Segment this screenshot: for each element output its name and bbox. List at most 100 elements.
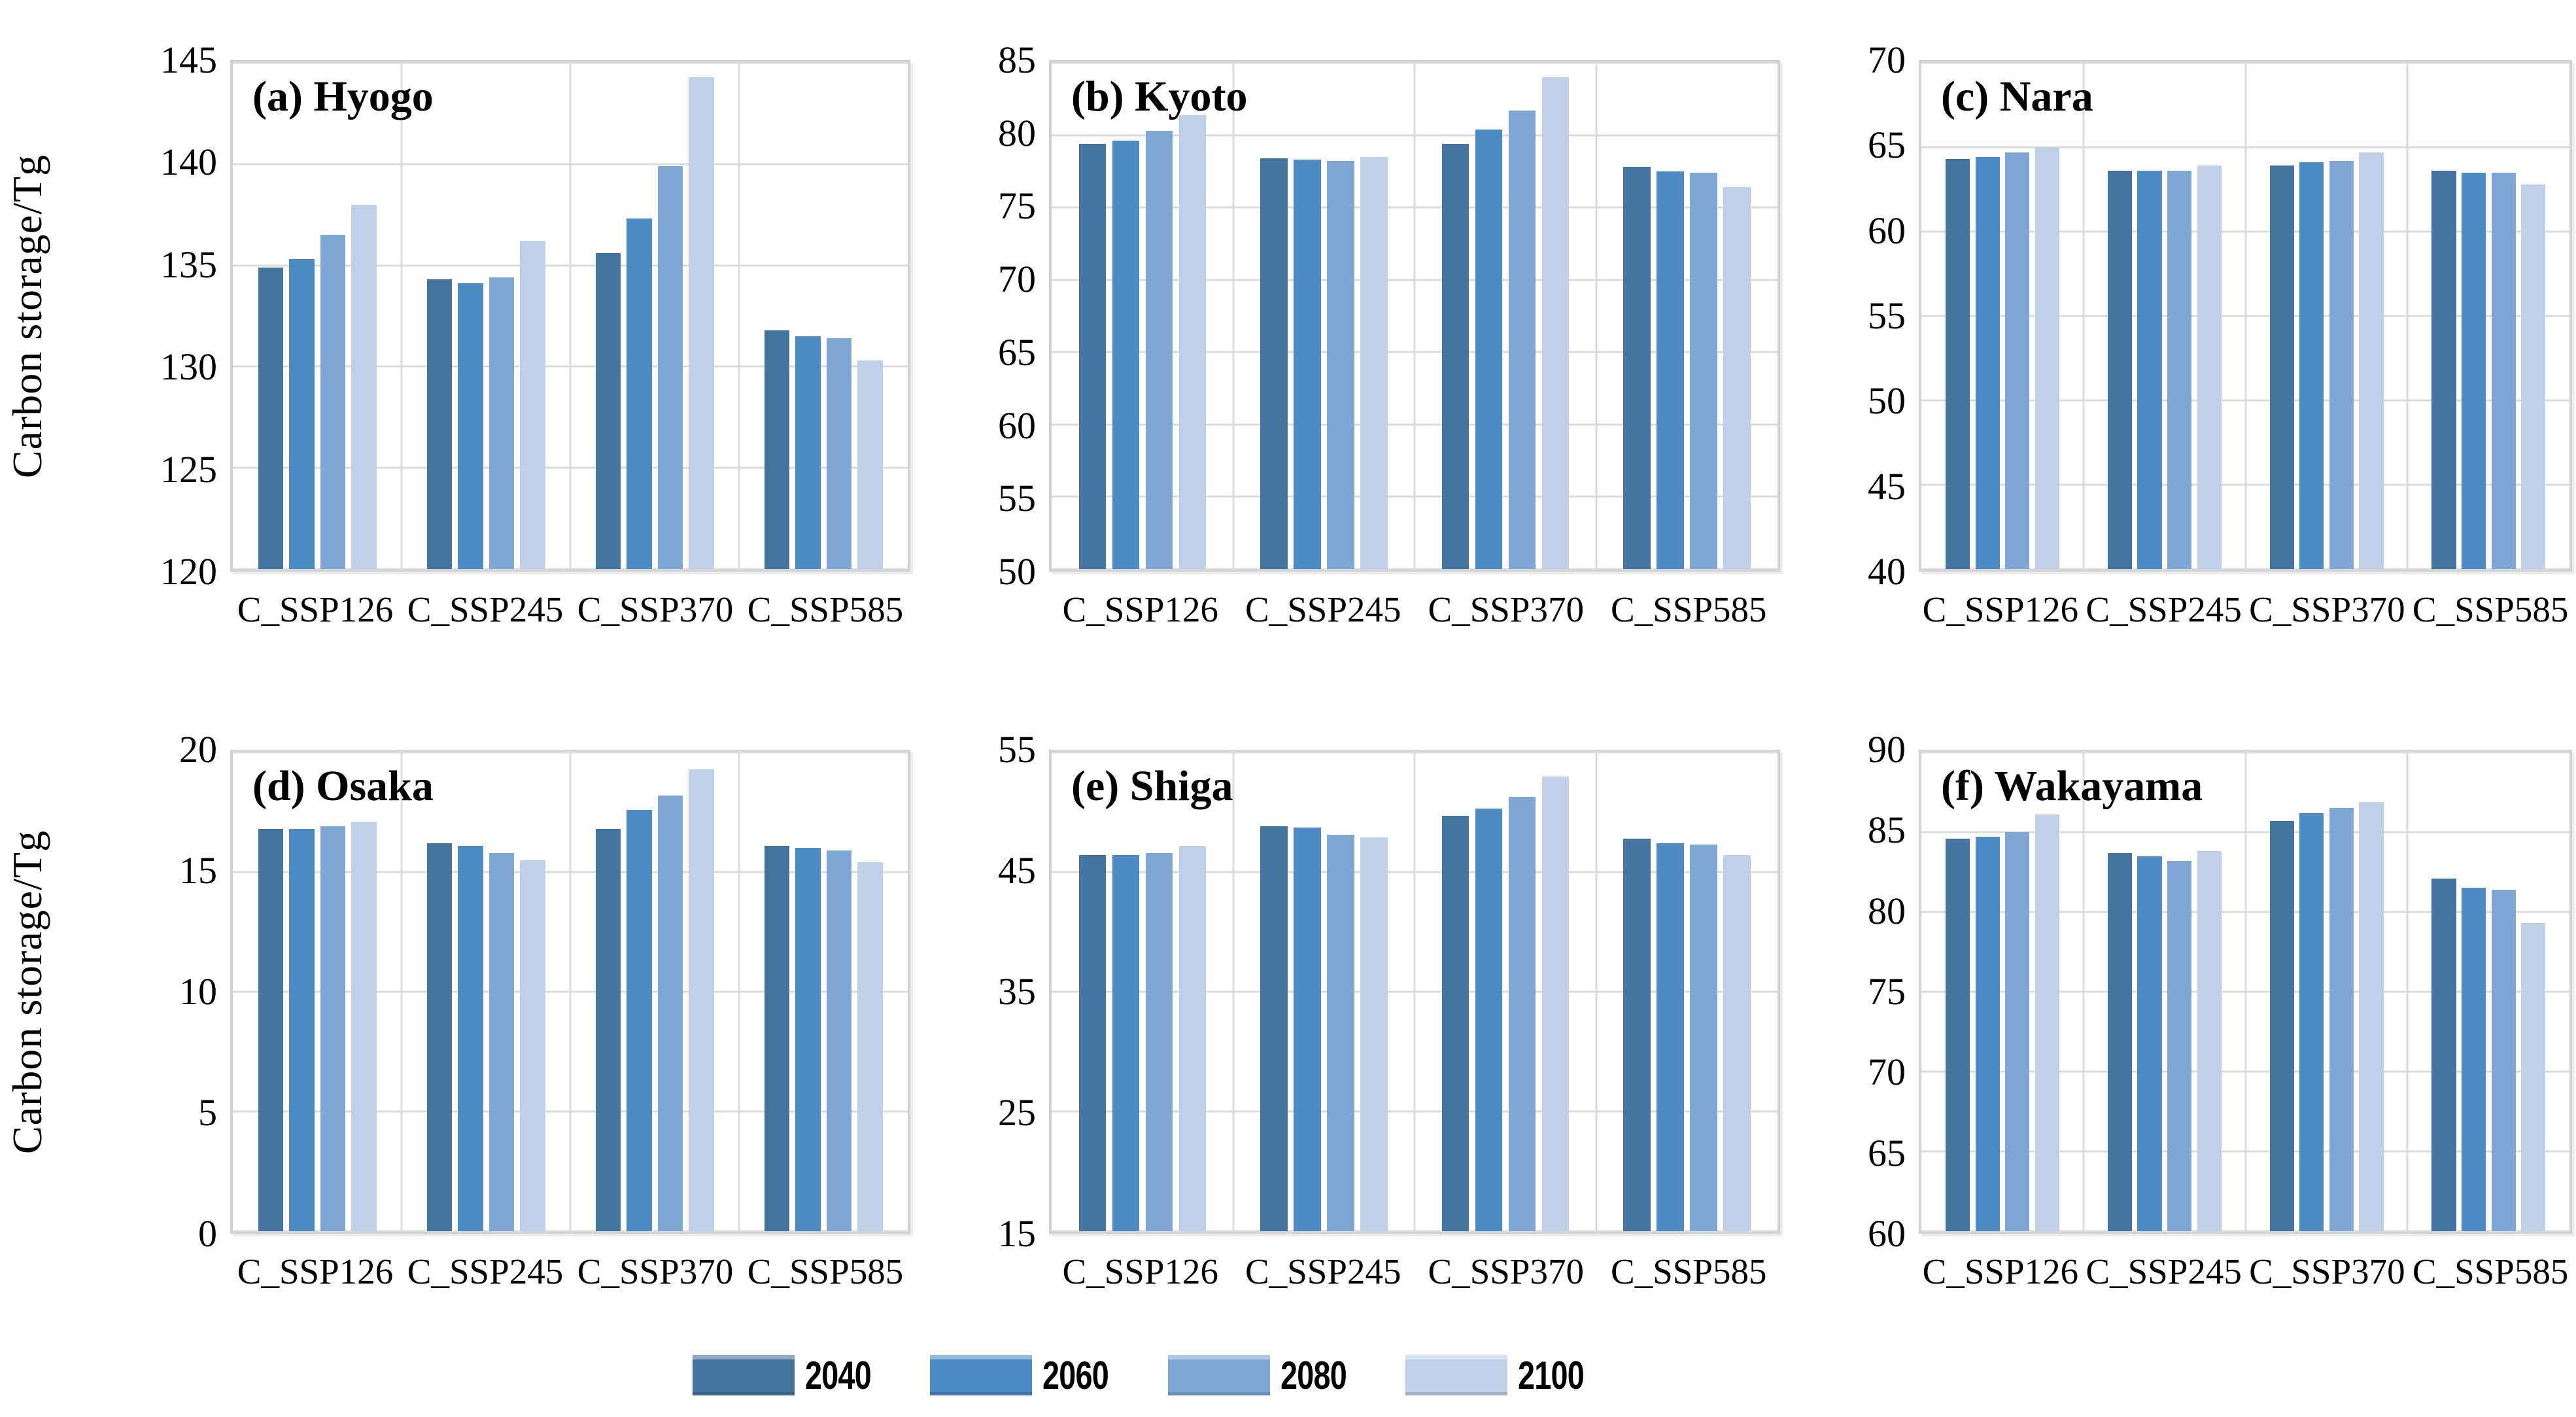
y-tick-label: 75 — [998, 184, 1036, 228]
bar-2060-C_SSP370 — [1475, 129, 1503, 569]
x-category-label: C_SSP585 — [747, 589, 904, 629]
bar-2100-C_SSP245 — [1360, 156, 1388, 569]
y-tick-label: 80 — [1868, 889, 1906, 932]
bar-2060-C_SSP126 — [289, 259, 315, 569]
plot-column: (f) Wakayama C_SSP126 C_SSP245 C_SSP370 C_SS… — [1919, 652, 2576, 1314]
panel-title: (d) Osaka — [252, 762, 434, 810]
x-category-label: C_SSP245 — [407, 589, 564, 629]
bar-2060-C_SSP370 — [627, 219, 652, 569]
panel-a: Carbon storage/Tg 145 140 135 130 125 120 (a) H… — [0, 0, 914, 652]
plot-column: (e) Shiga C_SSP126 C_SSP245 C_SSP370 C_SSP58… — [1049, 652, 1784, 1314]
bar-2060-C_SSP370 — [2299, 162, 2324, 569]
bar-2040-C_SSP370 — [2269, 166, 2294, 569]
y-tick-area: 20 15 10 5 0 — [0, 731, 230, 1253]
bar-2040-C_SSP370 — [1441, 816, 1469, 1231]
y-axis-gutter: 90 85 80 75 70 65 60 — [1784, 652, 1919, 1314]
y-tick-label: 145 — [160, 39, 217, 81]
x-category-label: C_SSP245 — [407, 1251, 564, 1291]
bar-2100-C_SSP126 — [351, 204, 377, 569]
gridline-vertical — [1232, 752, 1234, 1231]
bar-2080-C_SSP585 — [826, 850, 852, 1231]
bar-2080-C_SSP126 — [320, 826, 346, 1231]
legend-label: 2080 — [1280, 1353, 1347, 1397]
gridline-vertical — [2082, 63, 2085, 569]
gridline-vertical — [2244, 752, 2246, 1231]
panel-title: (b) Kyoto — [1071, 73, 1248, 120]
x-axis-labels: C_SSP126 C_SSP245 C_SSP370 C_SSP585 — [230, 1234, 910, 1292]
bar-2060-C_SSP585 — [2461, 172, 2486, 569]
bar-2040-C_SSP585 — [2431, 878, 2456, 1231]
bar-2040-C_SSP126 — [1078, 855, 1107, 1231]
x-category-label: C_SSP370 — [1428, 1251, 1584, 1291]
y-tick-label: 20 — [179, 728, 217, 771]
bar-2080-C_SSP245 — [1327, 161, 1354, 569]
gridline-horizontal — [233, 1230, 908, 1233]
y-tick-label: 0 — [198, 1212, 217, 1255]
bar-2080-C_SSP585 — [2491, 172, 2516, 569]
x-category-label: C_SSP126 — [1062, 1251, 1218, 1291]
gridline-horizontal — [1921, 1230, 2569, 1233]
y-tick-label: 85 — [1868, 809, 1906, 852]
bar-2080-C_SSP126 — [2005, 832, 2030, 1231]
panel-title: (e) Shiga — [1071, 762, 1233, 810]
gridline-vertical — [1413, 63, 1416, 569]
x-category-label: C_SSP370 — [2249, 589, 2405, 629]
bar-2060-C_SSP370 — [1475, 809, 1503, 1231]
y-axis-gutter: 70 65 60 55 50 45 40 — [1784, 0, 1919, 652]
y-tick-label: 70 — [1868, 1051, 1906, 1094]
bar-2060-C_SSP126 — [1112, 855, 1140, 1231]
bar-2100-C_SSP126 — [351, 822, 377, 1231]
y-axis-gutter: 85 80 75 70 65 60 55 50 — [914, 0, 1049, 652]
bar-2100-C_SSP370 — [2359, 801, 2384, 1231]
bar-2100-C_SSP585 — [2521, 923, 2546, 1231]
bar-2080-C_SSP245 — [489, 277, 515, 569]
x-category-label: C_SSP126 — [237, 1251, 394, 1291]
y-tick-label: 15 — [179, 849, 217, 892]
bar-2100-C_SSP245 — [2197, 851, 2222, 1231]
y-tick-label: 75 — [1868, 970, 1906, 1013]
x-axis-labels: C_SSP126 C_SSP245 C_SSP370 C_SSP585 — [1919, 1234, 2572, 1292]
x-category-label: C_SSP370 — [2249, 1251, 2405, 1291]
gridline-vertical — [1595, 63, 1597, 569]
gridline-vertical — [2406, 752, 2409, 1231]
y-tick-area: 85 80 75 70 65 60 55 50 — [914, 41, 1049, 591]
bar-2080-C_SSP370 — [657, 795, 683, 1231]
y-tick-label: 15 — [998, 1212, 1036, 1255]
y-tick-label: 65 — [1868, 1131, 1906, 1174]
y-tick-label: 90 — [1868, 728, 1906, 771]
y-tick-label: 65 — [998, 330, 1036, 374]
bar-2100-C_SSP245 — [1360, 837, 1388, 1231]
x-axis-labels: C_SSP126 C_SSP245 C_SSP370 C_SSP585 — [230, 572, 910, 630]
y-tick-label: 60 — [1868, 209, 1906, 252]
y-tick-label: 40 — [1868, 550, 1906, 593]
y-tick-label: 55 — [1868, 294, 1906, 337]
bar-2080-C_SSP126 — [1145, 130, 1173, 569]
plot-area: (f) Wakayama — [1919, 750, 2572, 1234]
bar-2100-C_SSP370 — [1541, 776, 1570, 1231]
bar-2040-C_SSP245 — [426, 843, 453, 1231]
x-category-label: C_SSP585 — [1611, 589, 1767, 629]
legend-swatch-2040 — [692, 1355, 795, 1395]
bar-2080-C_SSP126 — [320, 235, 346, 569]
bar-2060-C_SSP585 — [2461, 888, 2486, 1231]
x-category-label: C_SSP126 — [1922, 589, 2079, 629]
bar-2040-C_SSP126 — [1078, 143, 1107, 569]
bar-2080-C_SSP585 — [1690, 173, 1717, 569]
bar-2080-C_SSP370 — [2329, 808, 2354, 1231]
bar-2060-C_SSP126 — [1975, 837, 2000, 1231]
legend-label: 2060 — [1042, 1353, 1109, 1397]
plot-column: (a) Hyogo C_SSP126 C_SSP245 C_SSP370 C_SSP58… — [230, 0, 914, 652]
bar-2040-C_SSP585 — [1623, 838, 1651, 1231]
bar-2040-C_SSP370 — [1441, 143, 1469, 569]
x-axis-labels: C_SSP126 C_SSP245 C_SSP370 C_SSP585 — [1919, 572, 2572, 630]
bar-2080-C_SSP585 — [826, 338, 852, 569]
bar-2060-C_SSP585 — [795, 336, 821, 569]
gridline-vertical — [1413, 752, 1416, 1231]
panel-e: 55 45 35 25 15 (e) Shiga C_SSP126 C_SSP245 C_SSP… — [914, 652, 1784, 1314]
plot-column: (b) Kyoto C_SSP126 C_SSP245 C_SSP370 C_SSP58… — [1049, 0, 1784, 652]
x-axis-labels: C_SSP126 C_SSP245 C_SSP370 C_SSP585 — [1049, 572, 1780, 630]
bar-2100-C_SSP585 — [1723, 855, 1751, 1231]
gridline-horizontal — [1921, 568, 2569, 570]
bar-2060-C_SSP245 — [2137, 171, 2162, 569]
plot-area: (e) Shiga — [1049, 750, 1780, 1234]
